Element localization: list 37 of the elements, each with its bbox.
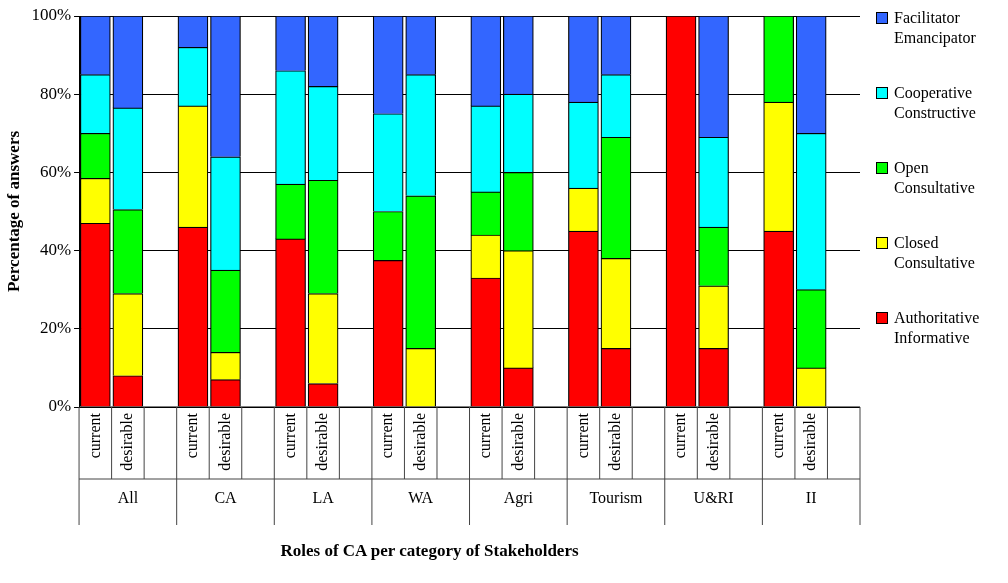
y-tick-label: 60% [39, 161, 72, 181]
text: CA [214, 489, 238, 507]
legend-label: Authoritative Informative [894, 308, 980, 348]
x-tick-label: current [768, 412, 786, 459]
text: II [805, 489, 817, 507]
x-tick-label: current [85, 412, 103, 459]
x-tick-label: current [183, 412, 201, 459]
y-tick-label: 100% [31, 5, 72, 25]
x-tick-label: desirable [606, 413, 624, 471]
y-axis-title: Percentage of answers [3, 130, 23, 293]
x-tick-label: current [378, 412, 396, 459]
x-tick-label: current [280, 412, 298, 459]
legend-label: Closed Consultative [894, 233, 975, 273]
x-tick-label: desirable [215, 413, 233, 471]
text: All [117, 489, 139, 507]
legend-label: Cooperative Constructive [894, 83, 976, 123]
y-tick-label: 40% [39, 240, 72, 260]
y-tick-label: 0% [48, 396, 72, 416]
y-tick-label: 80% [39, 83, 72, 103]
text: LA [312, 489, 335, 507]
text: WA [408, 489, 434, 507]
x-tick-label: desirable [410, 413, 428, 471]
x-tick-label: desirable [508, 413, 526, 471]
legend-label: Facilitator Emancipator [894, 8, 976, 48]
x-axis-title: Roles of CA per category of Stakeholders [280, 541, 579, 561]
legend-label: Open Consultative [894, 158, 975, 198]
y-tick-label: 20% [39, 318, 72, 338]
text: Agri [503, 489, 534, 508]
x-tick-label: current [573, 412, 591, 459]
text: Tourism [589, 489, 644, 507]
x-tick-label: current [476, 412, 493, 459]
x-tick-label: desirable [313, 413, 331, 471]
x-tick-label: desirable [118, 413, 136, 471]
x-tick-label: desirable [703, 413, 721, 471]
x-tick-label: desirable [801, 413, 819, 471]
x-tick-label: current [671, 412, 689, 459]
text: U&RI [693, 489, 734, 507]
